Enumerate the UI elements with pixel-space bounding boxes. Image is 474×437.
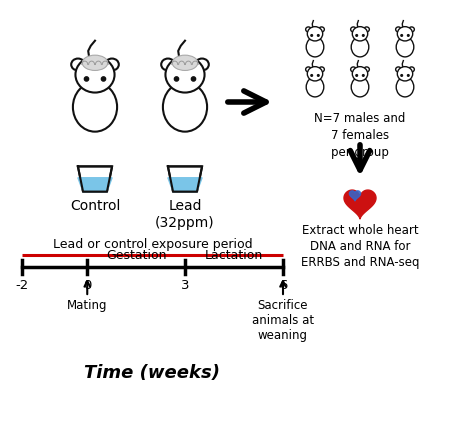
Ellipse shape (364, 67, 369, 72)
Text: -2: -2 (15, 279, 28, 292)
Circle shape (363, 75, 364, 76)
Ellipse shape (105, 59, 119, 70)
Circle shape (174, 77, 179, 81)
Ellipse shape (75, 57, 115, 93)
Polygon shape (344, 190, 376, 219)
Text: Lead
(32ppm): Lead (32ppm) (155, 199, 215, 230)
Text: 0: 0 (83, 279, 91, 292)
Ellipse shape (351, 67, 356, 72)
Text: 3: 3 (181, 279, 190, 292)
Text: Sacrifice
animals at
weaning: Sacrifice animals at weaning (252, 299, 314, 342)
Circle shape (401, 75, 402, 76)
Text: Gestation: Gestation (106, 249, 166, 262)
Text: Mating: Mating (67, 299, 108, 312)
Ellipse shape (352, 67, 368, 81)
Ellipse shape (306, 77, 324, 97)
Text: Lead or control exposure period: Lead or control exposure period (53, 238, 252, 251)
Polygon shape (78, 166, 112, 191)
Ellipse shape (306, 67, 311, 72)
Text: N=7 males and
7 females
per group: N=7 males and 7 females per group (314, 112, 406, 159)
Text: 6: 6 (279, 279, 287, 292)
Ellipse shape (396, 77, 414, 97)
Circle shape (101, 77, 106, 81)
Ellipse shape (409, 27, 414, 32)
Text: Extract whole heart
DNA and RNA for
ERRBS and RNA-seq: Extract whole heart DNA and RNA for ERRB… (301, 224, 419, 269)
Circle shape (84, 77, 89, 81)
Ellipse shape (351, 77, 369, 97)
Circle shape (408, 75, 409, 76)
Ellipse shape (165, 57, 205, 93)
Ellipse shape (351, 37, 369, 57)
Ellipse shape (396, 27, 401, 32)
Circle shape (311, 75, 312, 76)
Circle shape (318, 75, 319, 76)
Ellipse shape (397, 27, 413, 41)
Text: Lactation: Lactation (205, 249, 263, 262)
Ellipse shape (396, 37, 414, 57)
Ellipse shape (364, 27, 369, 32)
Ellipse shape (319, 67, 324, 72)
Circle shape (356, 75, 357, 76)
Ellipse shape (319, 27, 324, 32)
Circle shape (318, 35, 319, 36)
Ellipse shape (351, 27, 356, 32)
Text: Time (weeks): Time (weeks) (84, 364, 220, 382)
Ellipse shape (163, 82, 207, 132)
Circle shape (401, 35, 402, 36)
Ellipse shape (409, 67, 414, 72)
Ellipse shape (396, 67, 401, 72)
Ellipse shape (306, 27, 311, 32)
Ellipse shape (307, 67, 323, 81)
Ellipse shape (306, 37, 324, 57)
Polygon shape (168, 166, 202, 191)
Polygon shape (168, 178, 202, 191)
Ellipse shape (172, 55, 198, 70)
Polygon shape (349, 191, 361, 201)
Polygon shape (78, 178, 112, 191)
Circle shape (191, 77, 196, 81)
Circle shape (356, 35, 357, 36)
Circle shape (408, 35, 409, 36)
Ellipse shape (352, 27, 368, 41)
Circle shape (363, 35, 364, 36)
Text: Control: Control (70, 199, 120, 213)
Ellipse shape (307, 27, 323, 41)
Ellipse shape (71, 59, 85, 70)
Ellipse shape (397, 67, 413, 81)
Ellipse shape (73, 82, 117, 132)
Ellipse shape (161, 59, 175, 70)
Ellipse shape (195, 59, 209, 70)
Circle shape (311, 35, 312, 36)
Ellipse shape (82, 55, 108, 70)
